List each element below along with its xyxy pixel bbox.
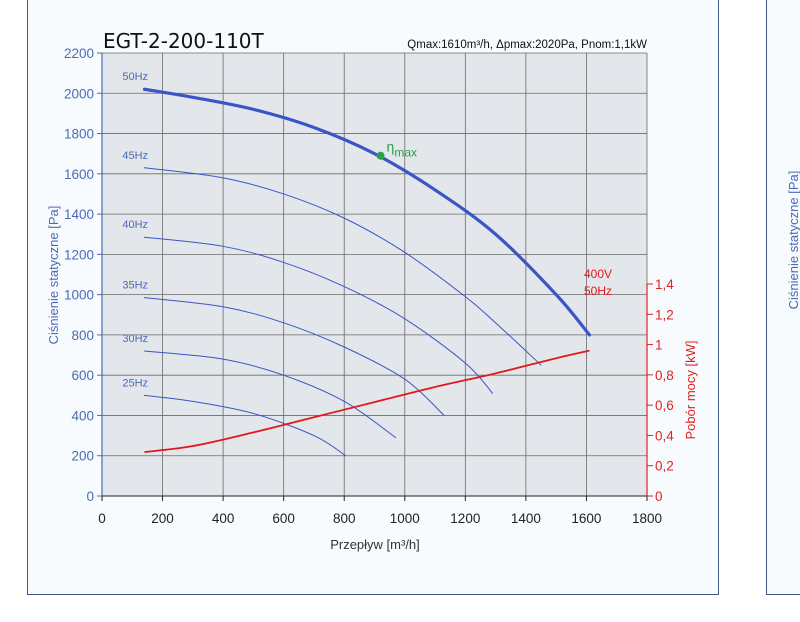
y-axis-label: Ciśnienie statyczne [Pa] — [46, 206, 61, 345]
x-tick-label: 1000 — [390, 511, 420, 526]
eta-max-point — [376, 151, 385, 160]
y2-tick-label: 1,4 — [655, 277, 674, 292]
x-tick-label: 1400 — [511, 511, 541, 526]
x-axis-label: Przepływ [m³/h] — [330, 537, 420, 552]
chart-subtitle: Qmax:1610m³/h, Δpmax:2020Pa, Pnom:1,1kW — [407, 39, 647, 51]
y-tick-label: 2000 — [64, 86, 94, 101]
y-tick-label: 200 — [71, 449, 94, 464]
chart-title: EGT-2-200-110T — [103, 29, 265, 53]
y2-tick-label: 0,8 — [655, 368, 674, 383]
curve-40Hz — [143, 236, 494, 394]
plot-area — [102, 53, 647, 496]
adjacent-chart-panel — [766, 0, 800, 595]
power-curve — [144, 349, 590, 453]
y-tick-label: 2200 — [64, 46, 94, 61]
y-tick-label: 800 — [71, 328, 94, 343]
y-tick-label: 1200 — [64, 247, 94, 262]
curve-label-25Hz: 25Hz — [122, 377, 148, 389]
curve-label-45Hz: 45Hz — [122, 150, 148, 162]
eta-max-label: ηmax — [387, 139, 417, 160]
y-tick-label: 1600 — [64, 167, 94, 182]
y-tick-label: 400 — [71, 408, 94, 423]
curve-label-40Hz: 40Hz — [122, 219, 148, 231]
y-tick-label: 600 — [71, 368, 94, 383]
curve-25Hz — [143, 394, 347, 457]
y2-tick-label: 0 — [655, 489, 663, 504]
curve-35Hz — [143, 297, 445, 416]
curve-30Hz — [143, 350, 397, 439]
eta-symbol: η — [387, 139, 395, 155]
x-tick-label: 200 — [151, 511, 174, 526]
y2-tick-label: 1 — [655, 338, 663, 353]
power-curve-group: 400V 50Hz — [144, 267, 612, 453]
x-tick-label: 600 — [272, 511, 295, 526]
y-tick-label: 1000 — [64, 288, 94, 303]
x-tick-label: 400 — [212, 511, 235, 526]
curve-label-50Hz: 50Hz — [122, 71, 148, 83]
y2-tick-label: 0,2 — [655, 459, 674, 474]
y-tick-label: 1400 — [64, 207, 94, 222]
y2-tick-label: 0,4 — [655, 428, 674, 443]
curve-45Hz — [143, 167, 542, 366]
x-tick-label: 1600 — [571, 511, 601, 526]
x-tick-label: 1200 — [450, 511, 480, 526]
y2-axis-label: Pobór mocy [kW] — [683, 341, 698, 440]
curve-label-30Hz: 30Hz — [122, 333, 148, 345]
y-tick-label: 1800 — [64, 127, 94, 142]
y-tick-label: 0 — [86, 489, 94, 504]
x-tick-label: 1800 — [632, 511, 662, 526]
y2-tick-label: 1,2 — [655, 307, 674, 322]
eta-subscript: max — [394, 146, 417, 160]
axes: 0200400600800100012001400160018002000220… — [64, 46, 674, 526]
power-curve-label: 50Hz — [584, 284, 612, 298]
adjacent-y-axis-label: Ciśnienie statyczne [Pa] — [786, 171, 800, 310]
frequency-curves: 50Hz 45Hz 40Hz 35Hz 30Hz 25Hz ηmax — [122, 71, 592, 457]
y2-tick-label: 0,6 — [655, 398, 674, 413]
power-curve-label: 400V — [584, 267, 612, 281]
x-tick-label: 800 — [333, 511, 356, 526]
x-tick-label: 0 — [98, 511, 106, 526]
curve-label-35Hz: 35Hz — [122, 280, 148, 292]
